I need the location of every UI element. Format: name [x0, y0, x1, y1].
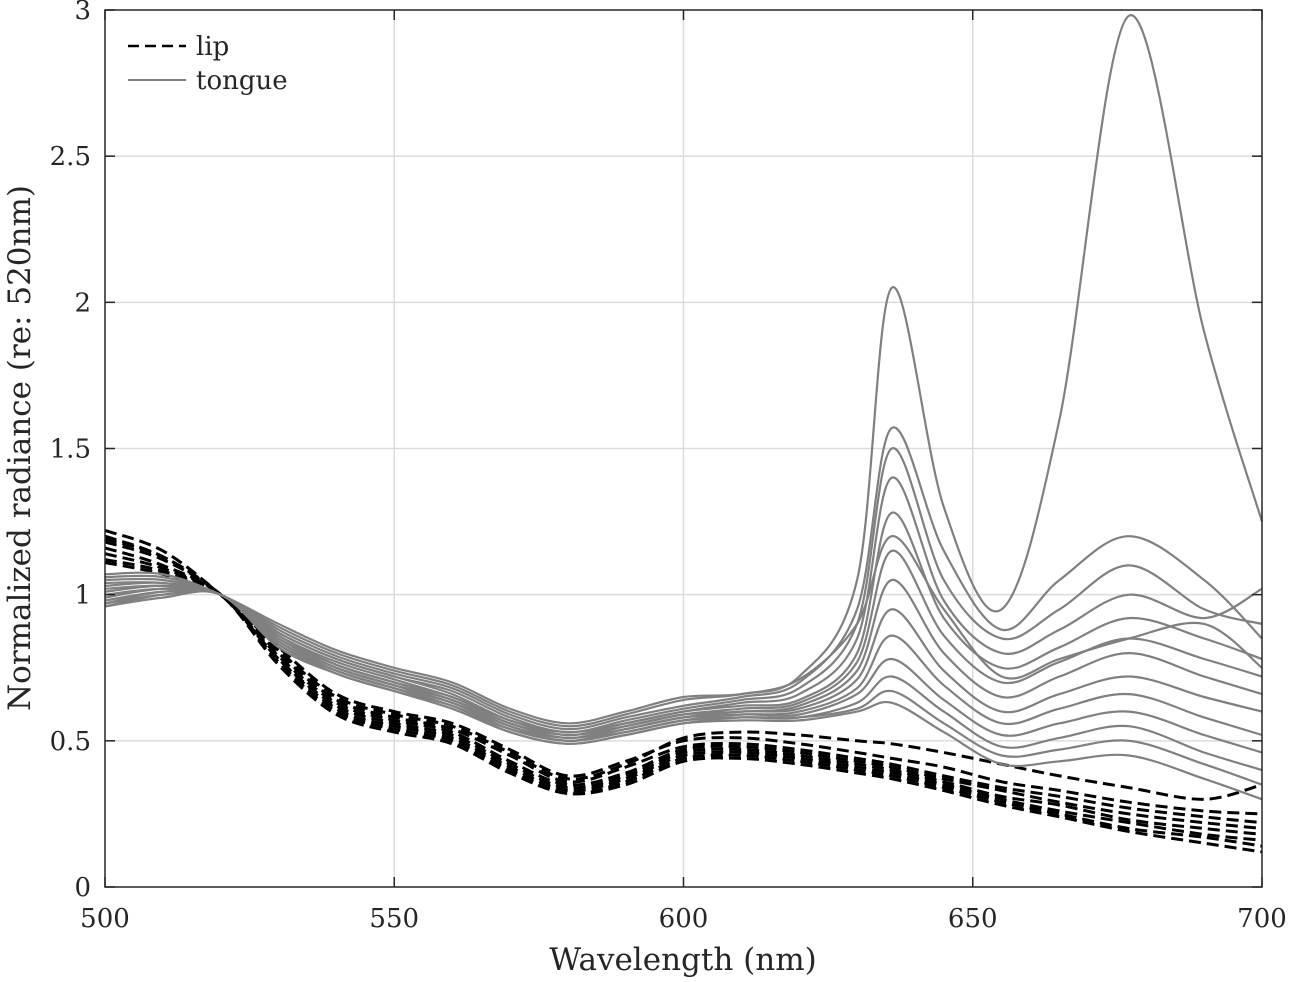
tongue-curve [104, 14, 1264, 728]
lip-curve [104, 558, 1263, 848]
y-tick-labels: 0 0.5 1 1.5 2 2.5 3 [50, 0, 91, 903]
legend-label-lip: lip [196, 32, 229, 62]
legend: lip tongue [128, 32, 288, 96]
y-axis-label: Normalized radiance (re: 520nm) [2, 185, 38, 711]
lip-curve [104, 534, 1263, 825]
grid-lines [105, 10, 1262, 887]
tongue-curve [104, 549, 1263, 737]
x-tick-labels: 500 550 600 650 700 [80, 904, 1287, 934]
axis-ticks [104, 9, 1263, 888]
x-tick-label: 700 [1237, 904, 1287, 934]
tongue-curve [104, 590, 1263, 801]
x-tick-label: 600 [659, 904, 709, 934]
x-tick-label: 500 [80, 904, 130, 934]
y-tick-label: 3 [74, 0, 91, 26]
x-tick-label: 550 [369, 904, 419, 934]
lip-curve [104, 552, 1263, 842]
y-tick-label: 0.5 [50, 727, 91, 757]
tongue-curve [104, 476, 1263, 734]
y-tick-label: 0 [74, 873, 91, 903]
x-tick-label: 650 [948, 904, 998, 934]
y-tick-label: 1.5 [50, 435, 91, 465]
tongue-curve [104, 426, 1263, 731]
lip-curve [104, 540, 1263, 830]
lip-curve [104, 537, 1263, 801]
legend-label-tongue: tongue [196, 66, 288, 96]
y-tick-label: 1 [74, 581, 91, 611]
tongue-curve [104, 535, 1263, 725]
lip-curve [104, 561, 1263, 854]
lip-curve [104, 546, 1263, 836]
series-tongue [104, 14, 1264, 801]
series-lip [104, 528, 1263, 854]
y-tick-label: 2.5 [50, 142, 91, 172]
tongue-curve [104, 511, 1263, 737]
lip-curve [104, 528, 1263, 816]
x-axis-label: Wavelength (nm) [549, 942, 816, 978]
y-tick-label: 2 [74, 288, 91, 318]
